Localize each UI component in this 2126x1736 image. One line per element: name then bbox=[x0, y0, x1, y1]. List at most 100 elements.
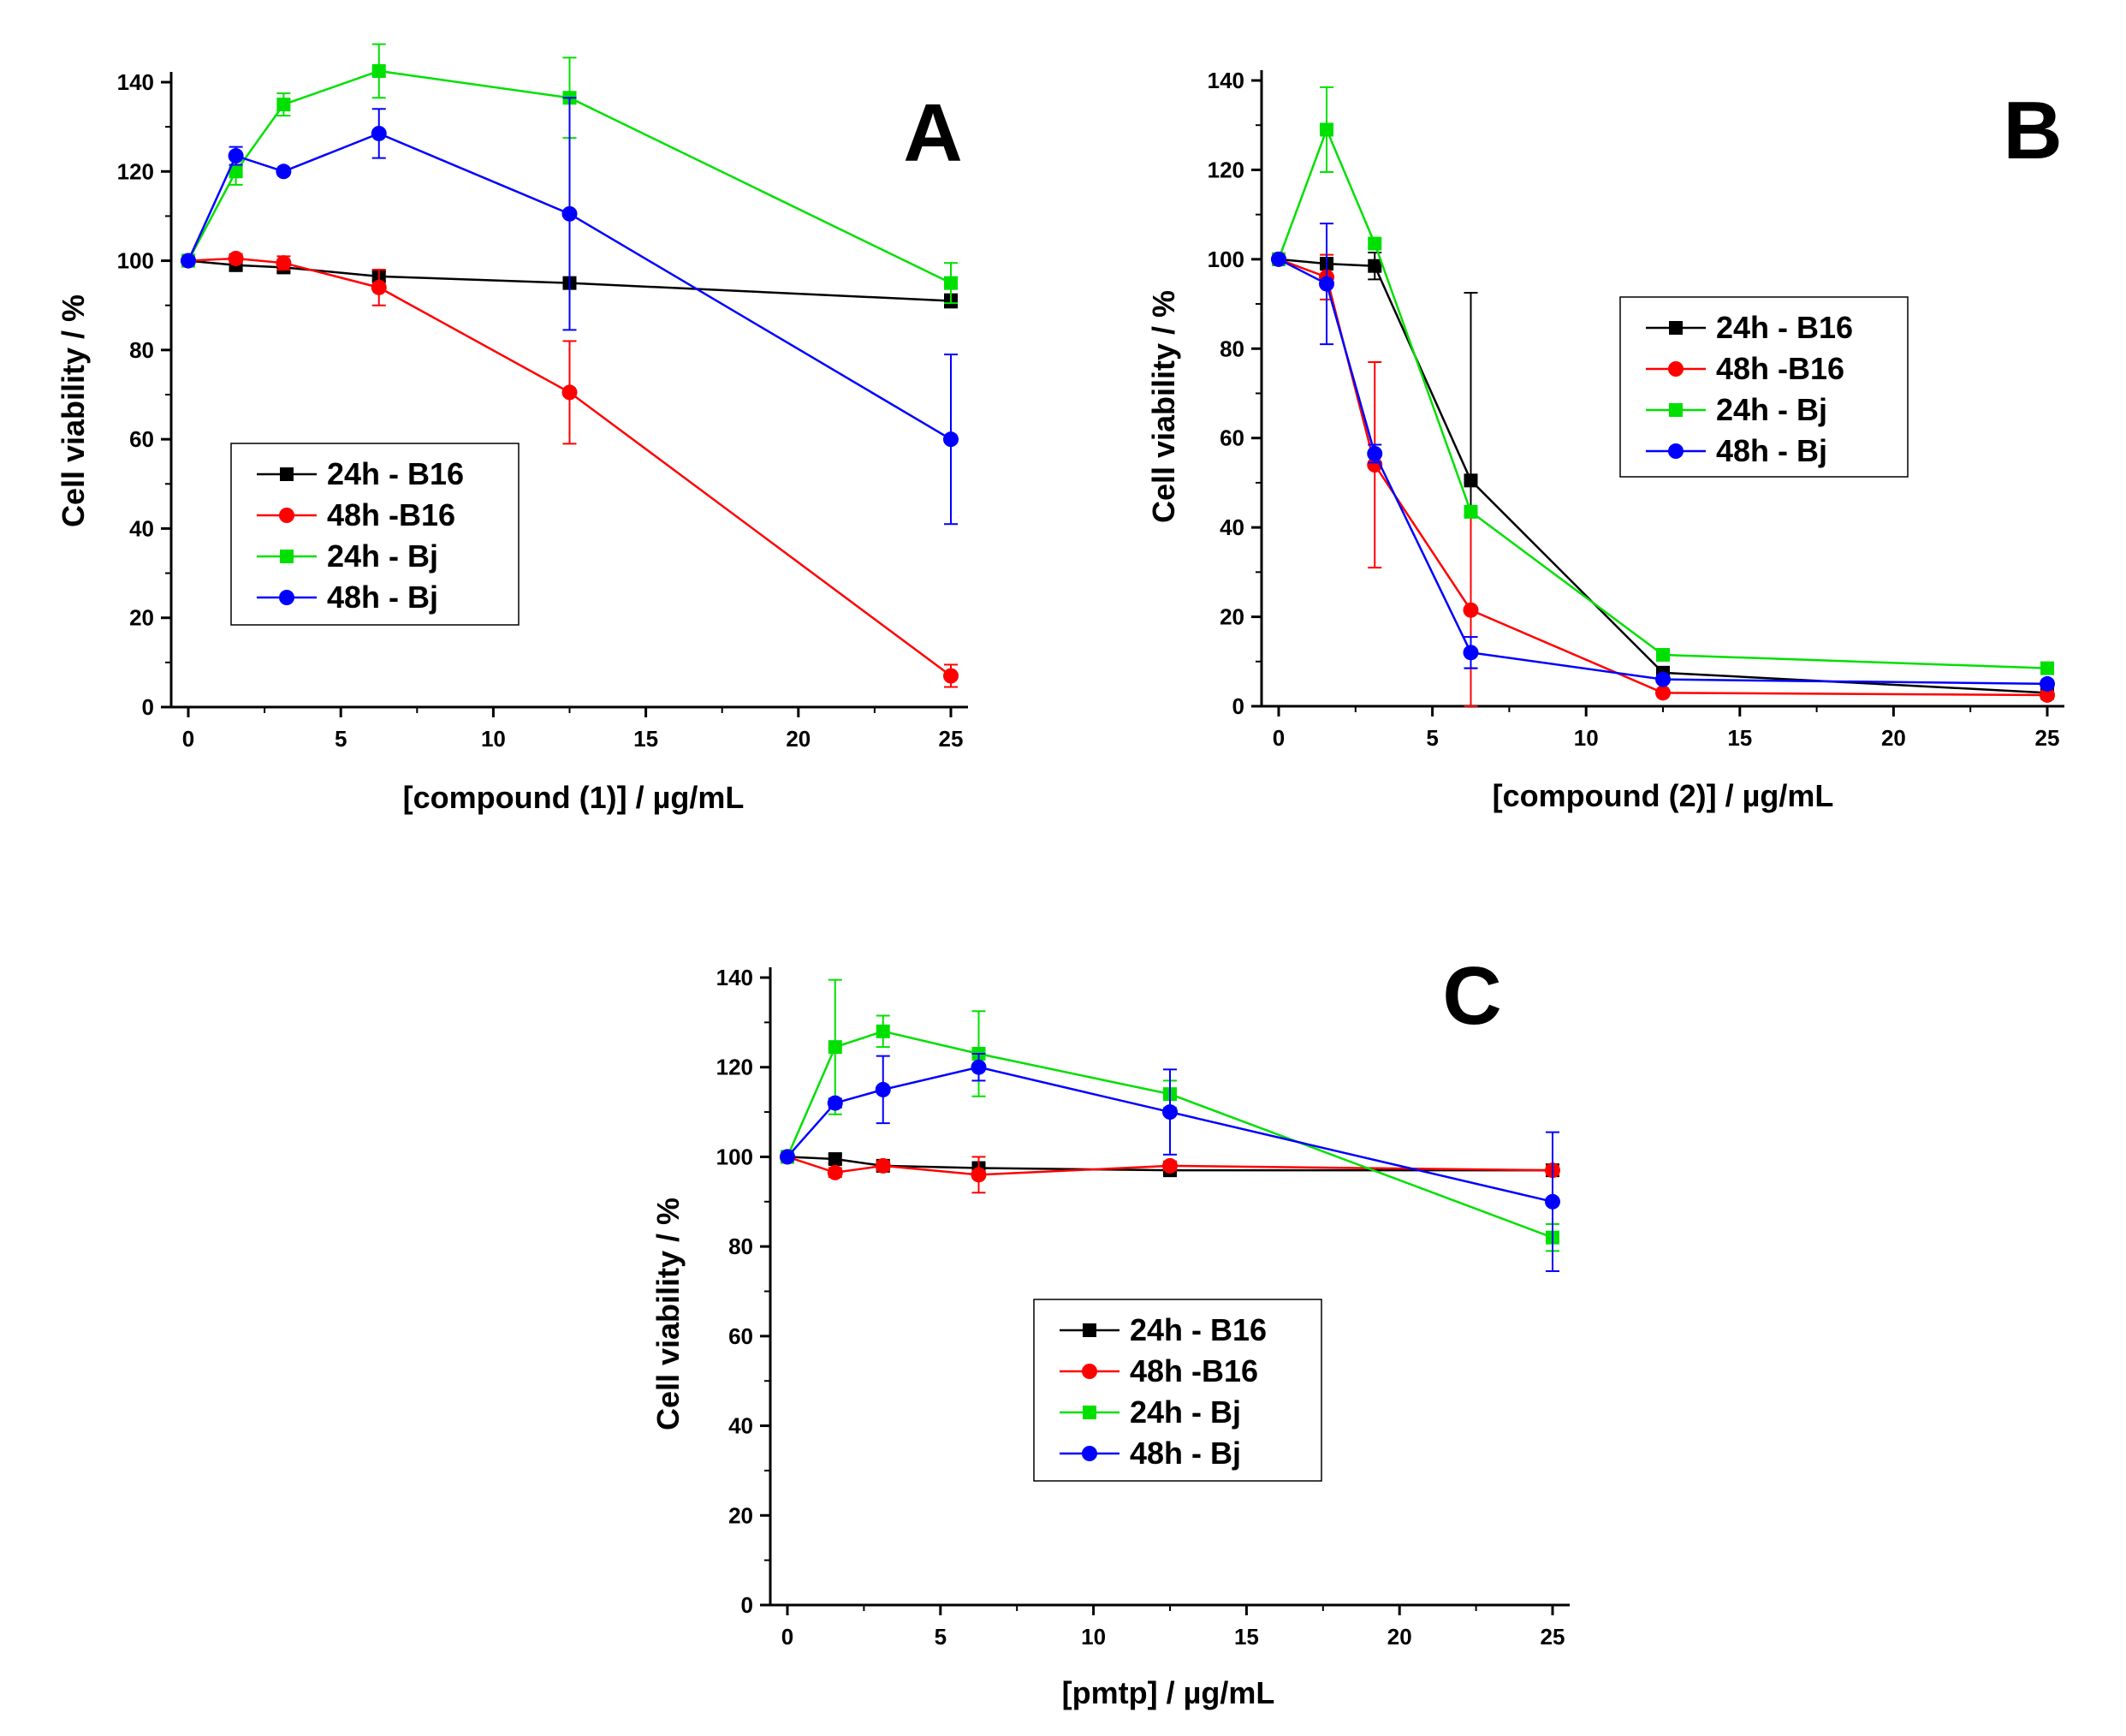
data-point bbox=[943, 431, 959, 448]
data-point bbox=[1162, 1104, 1178, 1121]
y-tick-label: 100 bbox=[1208, 247, 1244, 272]
x-tick-label: 10 bbox=[481, 726, 506, 752]
data-point bbox=[371, 279, 387, 295]
series-line bbox=[786, 1030, 1553, 1239]
legend-label: 24h - B16 bbox=[1716, 310, 1853, 345]
data-point bbox=[561, 205, 578, 222]
data-point bbox=[1464, 473, 1478, 488]
x-tick-label: 20 bbox=[786, 726, 811, 752]
data-point bbox=[1162, 1157, 1178, 1174]
data-point bbox=[827, 1095, 843, 1111]
panel-letter-c: C bbox=[1442, 950, 1501, 1042]
y-tick-label: 20 bbox=[129, 605, 154, 631]
legend-label: 48h - Bj bbox=[327, 580, 438, 615]
y-tick-label: 60 bbox=[728, 1323, 753, 1349]
x-axis-title: [compound (2)] / µg/mL bbox=[1493, 778, 1834, 813]
y-tick-label: 100 bbox=[716, 1144, 753, 1169]
x-tick-label: 0 bbox=[182, 726, 194, 752]
data-point bbox=[1463, 602, 1479, 618]
legend-label: 48h -B16 bbox=[1716, 351, 1844, 386]
y-axis-title: Cell viability / % bbox=[56, 294, 91, 527]
legend-marker bbox=[1083, 1323, 1096, 1337]
y-tick-label: 120 bbox=[117, 158, 154, 184]
y-axis-title: Cell viability / % bbox=[1146, 290, 1181, 523]
data-point bbox=[780, 1149, 795, 1165]
legend-label: 24h - Bj bbox=[327, 538, 438, 574]
series-line bbox=[1278, 258, 2048, 697]
y-tick-label: 40 bbox=[728, 1413, 753, 1439]
data-point bbox=[1656, 647, 1670, 662]
data-point bbox=[971, 1167, 987, 1183]
x-axis-title: [pmtp] / µg/mL bbox=[1062, 1675, 1275, 1710]
y-tick-label: 120 bbox=[1208, 157, 1244, 182]
data-point bbox=[828, 1040, 842, 1055]
data-point bbox=[1655, 685, 1671, 701]
series-48h-bj bbox=[1271, 223, 2055, 692]
data-point bbox=[228, 250, 244, 266]
legend-marker bbox=[1669, 321, 1683, 335]
y-axis-title: Cell viability / % bbox=[650, 1198, 686, 1430]
y-tick-label: 0 bbox=[1232, 693, 1244, 719]
legend-label: 24h - B16 bbox=[327, 456, 464, 491]
series-line bbox=[1277, 127, 2048, 669]
data-point bbox=[1271, 251, 1286, 267]
y-tick-label: 80 bbox=[728, 1234, 753, 1259]
panel-letter-b: B bbox=[2003, 85, 2062, 176]
y-tick-label: 140 bbox=[716, 965, 753, 990]
legend: 24h - B16 48h -B16 24h - Bj 48h - Bj bbox=[1033, 1299, 1322, 1482]
legend-marker bbox=[1668, 361, 1684, 377]
data-point bbox=[1367, 445, 1383, 461]
y-tick-label: 140 bbox=[1208, 68, 1244, 93]
x-tick-label: 20 bbox=[1387, 1624, 1412, 1650]
x-tick-label: 15 bbox=[1234, 1624, 1259, 1650]
legend: 24h - B16 48h -B16 24h - Bj 48h - Bj bbox=[230, 443, 520, 626]
y-tick-label: 0 bbox=[142, 694, 154, 720]
x-tick-label: 15 bbox=[1727, 725, 1752, 751]
data-point bbox=[181, 253, 196, 269]
legend-marker bbox=[280, 550, 294, 563]
y-tick-label: 80 bbox=[129, 337, 154, 363]
data-point bbox=[228, 148, 244, 164]
data-point bbox=[1319, 276, 1335, 292]
data-point bbox=[2040, 675, 2055, 692]
data-point bbox=[943, 668, 959, 684]
data-point bbox=[276, 98, 291, 112]
legend-marker bbox=[1083, 1406, 1096, 1419]
x-tick-label: 10 bbox=[1574, 725, 1599, 751]
y-tick-label: 60 bbox=[129, 426, 154, 452]
legend-marker bbox=[1082, 1446, 1097, 1461]
data-point bbox=[229, 164, 243, 179]
data-point bbox=[2040, 687, 2055, 703]
data-point bbox=[875, 1157, 891, 1174]
chart-panel-c: 0 5 10 15 20 25 0 20 40 60 80 100 120 140 [pmtp] / µg/… bbox=[650, 950, 1570, 1710]
legend-label: 48h -B16 bbox=[327, 497, 455, 532]
series-48h-bj bbox=[780, 1053, 1560, 1272]
series-line bbox=[187, 132, 952, 441]
y-tick-label: 40 bbox=[129, 515, 154, 541]
x-tick-label: 5 bbox=[935, 1624, 947, 1650]
y-tick-label: 140 bbox=[117, 69, 154, 95]
data-point bbox=[875, 1081, 891, 1097]
y-tick-label: 20 bbox=[728, 1502, 753, 1528]
x-tick-label: 25 bbox=[939, 726, 964, 752]
series-24h-bj bbox=[1272, 86, 2054, 675]
legend-marker bbox=[1668, 443, 1684, 459]
y-tick-label: 120 bbox=[716, 1055, 753, 1080]
data-point bbox=[561, 384, 578, 401]
series-line bbox=[1278, 258, 2048, 694]
legend: 24h - B16 48h -B16 24h - Bj 48h - Bj bbox=[1619, 296, 1909, 478]
data-point bbox=[944, 276, 958, 290]
panel-letter-a: A bbox=[903, 87, 962, 179]
x-tick-label: 5 bbox=[1426, 725, 1438, 751]
legend-marker bbox=[279, 508, 294, 523]
legend-label: 24h - Bj bbox=[1716, 392, 1827, 427]
series-48h-bj bbox=[181, 97, 959, 526]
series-line bbox=[787, 1156, 1553, 1176]
data-point bbox=[276, 163, 292, 180]
data-point bbox=[1464, 504, 1478, 519]
x-tick-label: 10 bbox=[1081, 1624, 1106, 1650]
series-line bbox=[1278, 258, 2048, 686]
legend-marker bbox=[279, 590, 294, 605]
y-tick-label: 80 bbox=[1220, 336, 1244, 361]
